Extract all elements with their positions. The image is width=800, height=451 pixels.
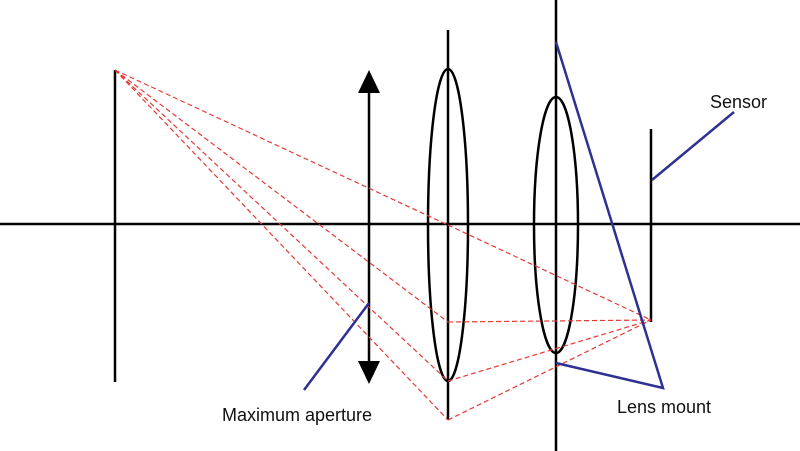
- ray-5: [447, 224, 652, 321]
- ray-4: [114, 69, 449, 421]
- aperture-pointer: [302, 302, 371, 391]
- maximum-aperture-label: Maximum aperture: [222, 405, 372, 425]
- ray-6: [447, 319, 652, 323]
- ray-1: [114, 69, 449, 226]
- ray-7: [447, 319, 652, 382]
- ray-2: [114, 69, 449, 323]
- aperture-arrow-bottom-head: [358, 361, 380, 384]
- sensor-label: Sensor: [710, 92, 767, 112]
- ray-3: [114, 69, 449, 382]
- sensor-pointer: [651, 111, 735, 181]
- aperture-arrow-top-head: [358, 70, 380, 93]
- ray-8: [447, 319, 652, 421]
- lens-mount-pointer: [554, 41, 665, 390]
- light-rays: [114, 69, 652, 421]
- lens-mount-label: Lens mount: [617, 397, 711, 417]
